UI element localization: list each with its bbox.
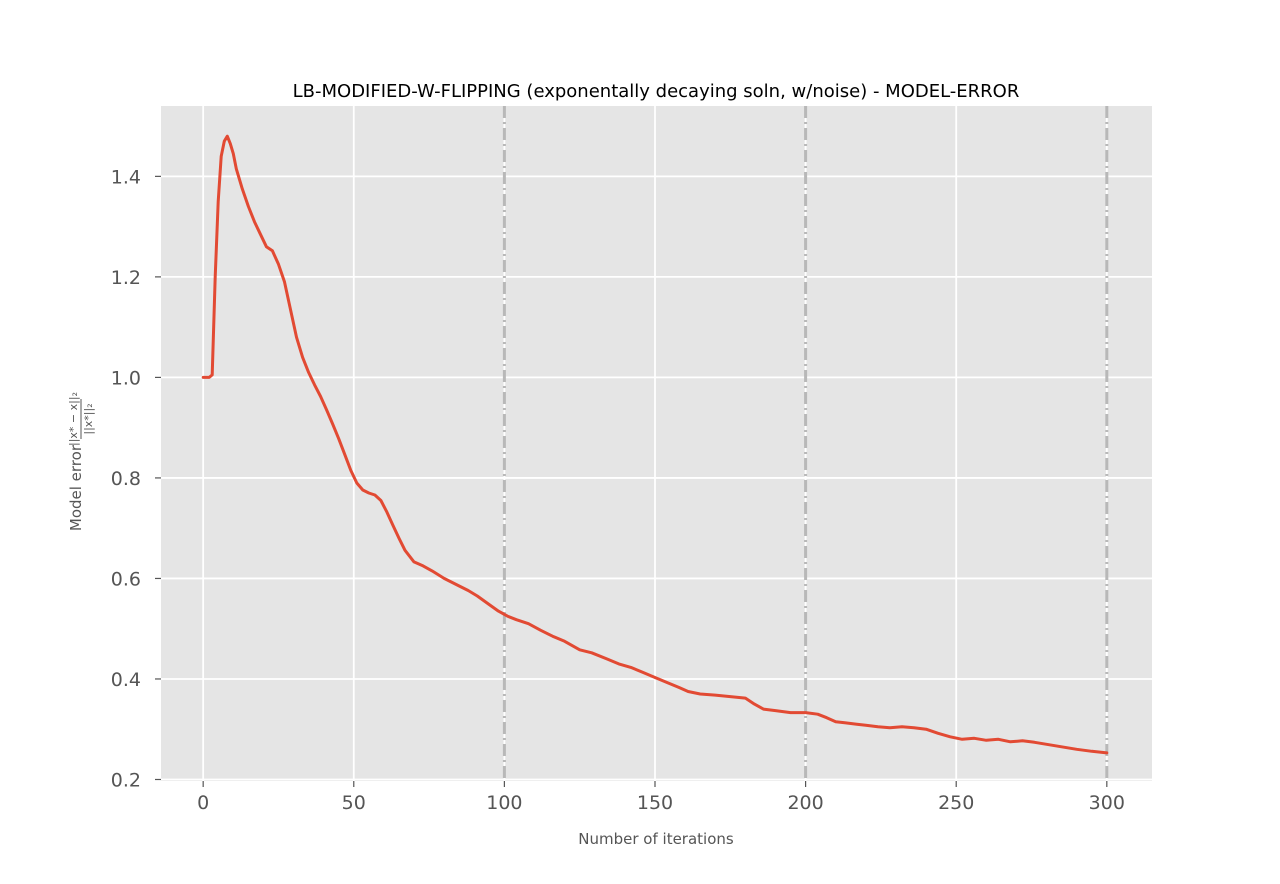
x-tick-label: 200 xyxy=(787,792,823,814)
y-tick-label: 1.2 xyxy=(111,267,141,289)
x-tick-label: 300 xyxy=(1089,792,1125,814)
y-tick-label: 0.4 xyxy=(111,669,141,691)
y-axis-label: Model error ||x* − x||₂ ||x*||₂ xyxy=(67,392,95,531)
x-axis-label: Number of iterations xyxy=(578,830,734,848)
x-tick-label: 0 xyxy=(197,792,209,814)
y-tick-label: 1.0 xyxy=(111,367,141,389)
x-tick-label: 50 xyxy=(342,792,366,814)
y-tick-label: 1.4 xyxy=(111,166,141,188)
y-tick-label: 0.6 xyxy=(111,568,141,590)
axis-ticks: 0 50 100 150 200 250 300 0.2 0.4 0.6 0.8 1.0 1.2 1.4 xyxy=(111,166,1125,814)
reference-vlines xyxy=(502,106,1109,781)
x-tick-label: 250 xyxy=(938,792,974,814)
y-tick-label: 0.8 xyxy=(111,468,141,490)
chart-title: LB-MODIFIED-W-FLIPPING (exponentally dec… xyxy=(293,81,1020,102)
series-line xyxy=(201,134,1109,755)
y-axis-label-prefix: Model error xyxy=(67,444,85,531)
y-axis-label-denominator: ||x*||₂ xyxy=(82,403,95,434)
x-tick-label: 150 xyxy=(637,792,673,814)
y-tick-label: 0.2 xyxy=(111,769,141,791)
y-axis-label-numerator: ||x* − x||₂ xyxy=(67,392,80,446)
x-tick-label: 100 xyxy=(486,792,522,814)
plot-area xyxy=(161,106,1152,781)
